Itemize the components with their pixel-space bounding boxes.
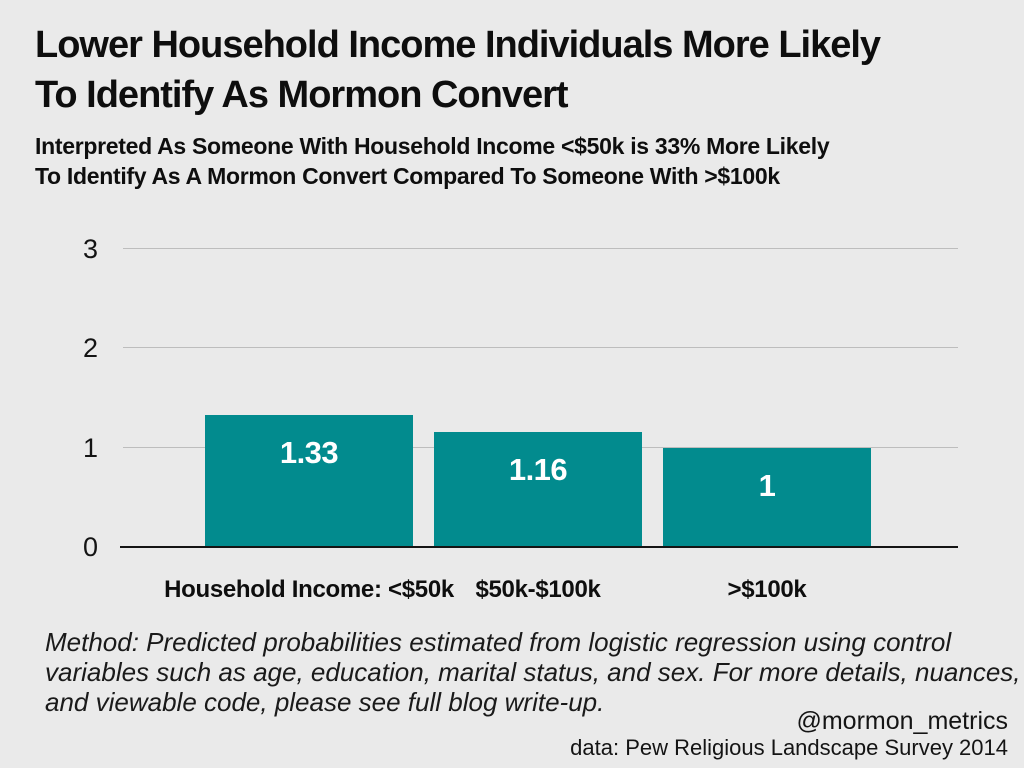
gridline-y-2 (123, 347, 958, 349)
chart-title-line-2: To Identify As Mormon Convert (35, 74, 569, 116)
chart-subtitle-line-2: To Identify As A Mormon Convert Compared… (35, 163, 780, 189)
bar-value-label-1: 1.33 (279, 434, 339, 470)
chart-title-line-1: Lower Household Income Individuals More … (35, 24, 881, 66)
gridline-y-3 (123, 248, 958, 249)
method-note-line-1: Method: Predicted probabilities estimate… (45, 627, 952, 657)
bar-2: 1.16 (434, 431, 642, 547)
plot-area: 0 1 2 3 1.33 Household Income: <$50k 1.16 $50k-… (83, 234, 958, 603)
method-note-line-2: variables such as age, education, marita… (45, 657, 1021, 687)
bar-3: 1 (663, 447, 871, 547)
y-tick-label-1: 1 (82, 432, 98, 463)
chart-subtitle: Interpreted As Someone With Household In… (35, 131, 830, 191)
y-tick-label-3: 3 (82, 234, 98, 264)
chart-title: Lower Household Income Individuals More … (35, 20, 881, 120)
x-tick-label-2: $50k-$100k (475, 576, 601, 603)
bar-value-label-2: 1.16 (508, 451, 568, 487)
x-tick-label-1: Household Income: <$50k (164, 576, 454, 603)
chart-subtitle-line-1: Interpreted As Someone With Household In… (35, 133, 830, 159)
x-tick-label-3: >$100k (727, 576, 807, 603)
method-note-line-3: and viewable code, please see full blog … (45, 687, 605, 717)
method-note: Method: Predicted probabilities estimate… (45, 627, 1021, 717)
bar-value-label-3: 1 (758, 467, 776, 503)
x-axis-baseline (120, 546, 958, 548)
data-source: data: Pew Religious Landscape Survey 201… (570, 735, 1008, 760)
y-tick-label-0: 0 (82, 532, 98, 562)
author-handle: @mormon_metrics (796, 707, 1008, 735)
y-tick-label-2: 2 (82, 333, 98, 364)
bar-1: 1.33 (205, 414, 413, 547)
